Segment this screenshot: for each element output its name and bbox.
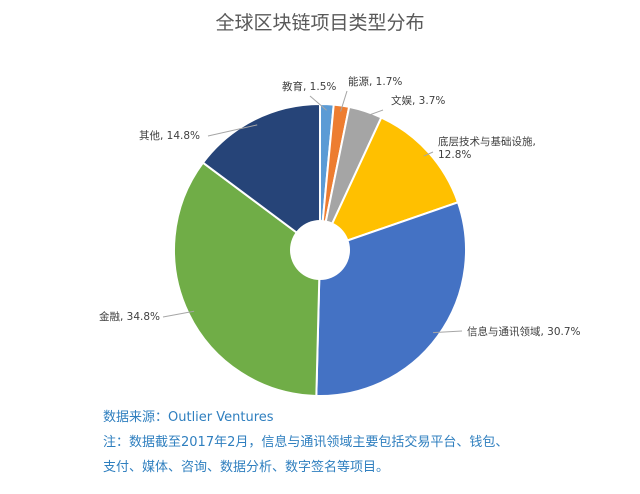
notes-block: 数据来源：Outlier Ventures 注：数据截至2017年2月，信息与通… (103, 405, 623, 480)
pie-slice (315, 200, 467, 397)
leader-line (207, 124, 258, 137)
slice-label: 文娱, 3.7% (391, 94, 445, 107)
slice-label: 能源, 1.7% (348, 75, 402, 88)
slice-label: 底层技术与基础设施, 12.8% (438, 135, 536, 161)
leader-line (162, 310, 195, 318)
pie-slice (318, 116, 460, 252)
slice-label: 教育, 1.5% (282, 80, 336, 93)
leader-line (340, 90, 348, 112)
source-note: 数据来源：Outlier Ventures (103, 410, 274, 425)
chart-title: 全球区块链项目类型分布 (215, 12, 425, 34)
pie-slice (201, 102, 321, 252)
donut-hole (290, 220, 350, 280)
leader-line (363, 109, 384, 118)
leader-line (432, 330, 463, 334)
footnote-line-1: 注：数据截至2017年2月，信息与通讯领域主要包括交易平台、钱包、 (103, 435, 509, 450)
footnote-line-2: 支付、媒体、咨询、数据分析、数字签名等项目。 (103, 460, 390, 475)
leader-line (423, 151, 434, 157)
pie-slice (173, 161, 322, 397)
slice-label: 金融, 34.8% (99, 310, 160, 323)
pie-chart: 教育, 1.5% 能源, 1.7% 文娱, 3.7% 底层技术与基础设施, 12.8% 信… (99, 75, 581, 397)
slice-label: 信息与通讯领域, 30.7% (467, 325, 581, 338)
leader-line (309, 95, 327, 111)
slice-label: 其他, 14.8% (139, 129, 200, 142)
